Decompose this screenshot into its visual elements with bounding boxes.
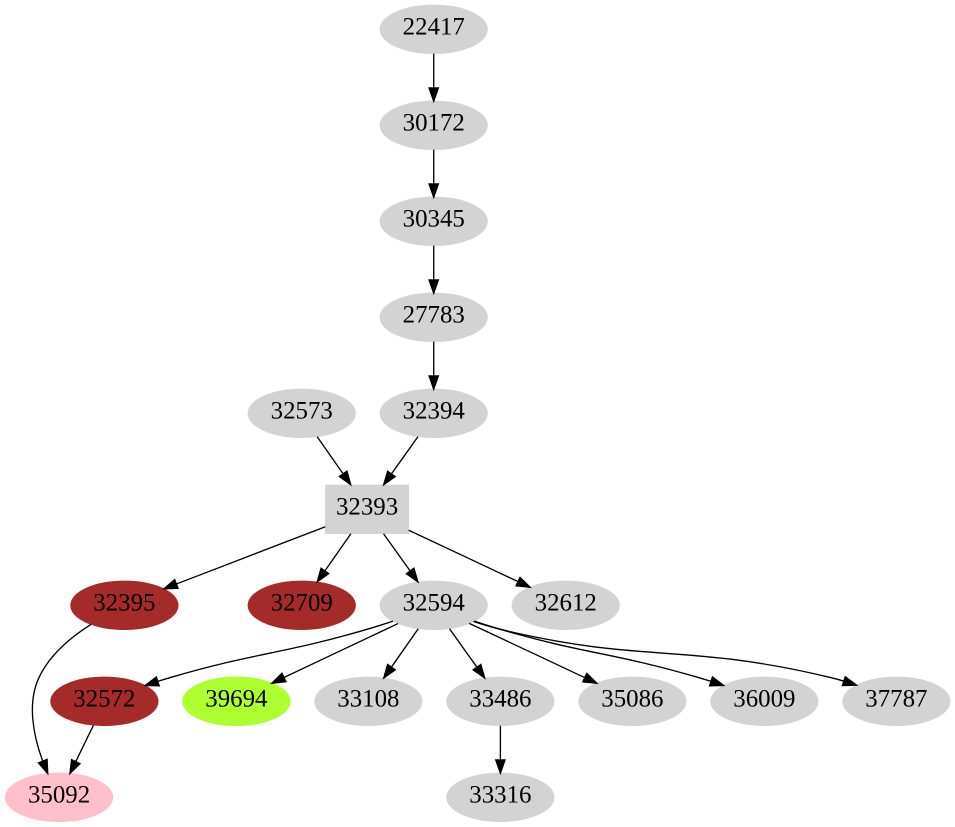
svg-text:32573: 32573 <box>271 397 333 424</box>
svg-text:30345: 30345 <box>403 205 465 232</box>
svg-text:36009: 36009 <box>733 685 795 712</box>
svg-text:32612: 32612 <box>535 589 597 616</box>
svg-text:30172: 30172 <box>403 109 465 136</box>
svg-text:32394: 32394 <box>403 397 466 424</box>
svg-text:35092: 35092 <box>28 781 90 808</box>
svg-text:32572: 32572 <box>73 685 135 712</box>
svg-text:32393: 32393 <box>336 493 398 520</box>
svg-text:33486: 33486 <box>469 685 531 712</box>
svg-text:22417: 22417 <box>403 13 465 40</box>
svg-text:33316: 33316 <box>469 781 531 808</box>
svg-text:32709: 32709 <box>271 589 333 616</box>
svg-text:32395: 32395 <box>93 589 155 616</box>
svg-text:27783: 27783 <box>403 301 465 328</box>
svg-text:37787: 37787 <box>865 685 927 712</box>
svg-text:35086: 35086 <box>601 685 663 712</box>
svg-text:33108: 33108 <box>337 685 399 712</box>
svg-text:39694: 39694 <box>205 685 268 712</box>
svg-text:32594: 32594 <box>403 589 466 616</box>
